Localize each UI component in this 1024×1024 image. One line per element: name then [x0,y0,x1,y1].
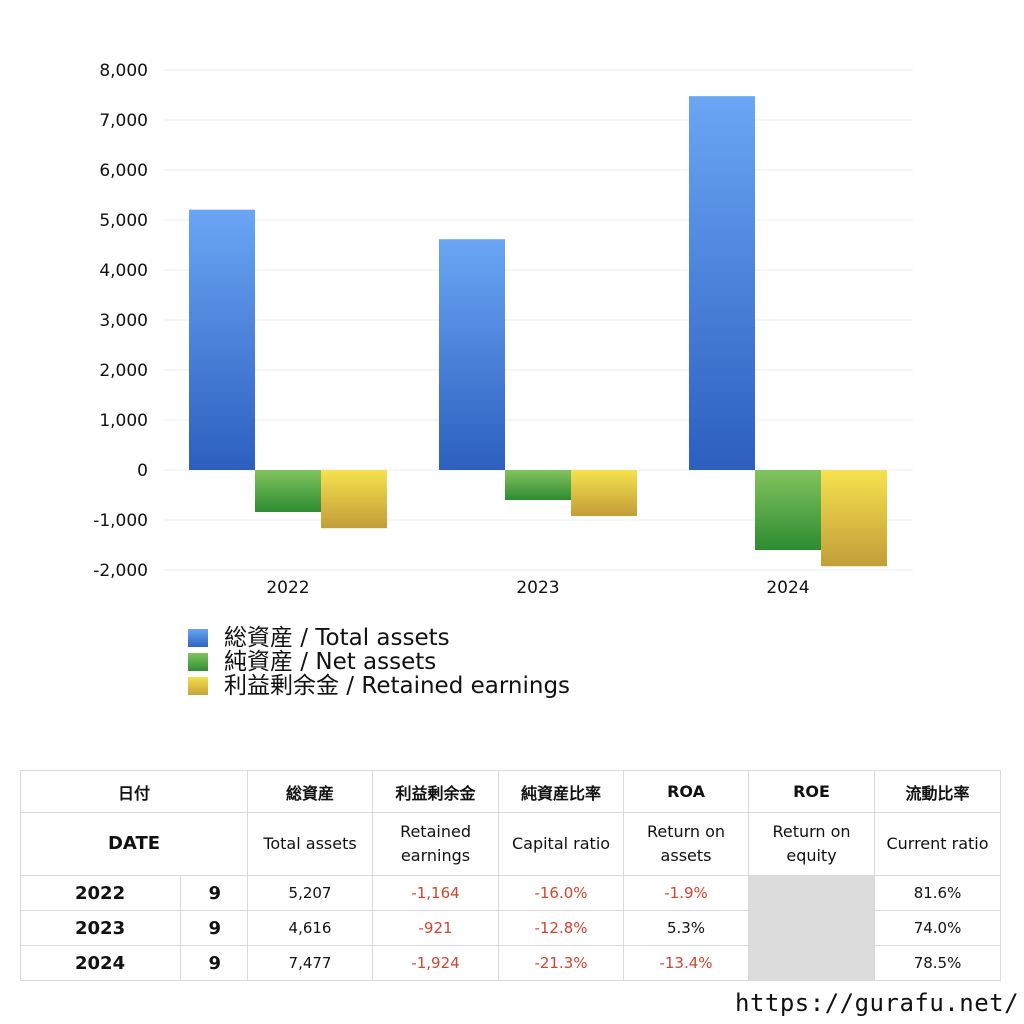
y-tick-label: -2,000 [93,561,148,581]
cell-current-ratio: 74.0% [874,910,1002,946]
x-axis-ticks: 2022 2023 2024 [266,578,809,598]
header-date-ja: 日付 [19,770,249,813]
bar-total-assets [189,209,255,470]
header-roe-en: Return on equity [748,812,876,876]
header-capital-ratio-en: Capital ratio [498,812,625,876]
cell-year: 2023 [20,910,181,946]
y-tick-label: 0 [137,461,148,481]
cell-year: 2024 [20,945,181,981]
header-retained-ja: 利益剰余金 [372,770,500,813]
legend-item-retained-earnings: 利益剰余金 / Retained earnings [188,674,570,698]
cell-roe [748,945,876,981]
bar-retained-earnings [321,470,387,529]
header-roa-en: Return on assets [623,812,750,876]
cell-capital-ratio: -16.0% [498,875,625,911]
table-header-ja: 日付 総資産 利益剰余金 純資産比率 ROA ROE 流動比率 [19,770,1002,813]
header-capital-ratio-ja: 純資産比率 [498,770,625,813]
y-tick-label: -1,000 [93,511,148,531]
bar-total-assets [689,96,755,471]
cell-total-assets: 7,477 [247,945,374,981]
header-current-ratio-en: Current ratio [874,812,1002,876]
cell-year: 2022 [20,875,181,911]
legend-item-net-assets: 純資産 / Net assets [188,650,570,674]
legend-label: 純資産 / Net assets [224,649,437,675]
financial-table: 日付 総資産 利益剰余金 純資産比率 ROA ROE 流動比率 DATE Tot… [19,770,1002,981]
bar-chart: 8,000 7,000 6,000 5,000 4,000 3,000 2,000 1,000… [93,61,913,598]
header-total-assets-en: Total assets [247,812,374,876]
y-axis-ticks: 8,000 7,000 6,000 5,000 4,000 3,000 2,000 1,000… [93,61,148,581]
header-roe-ja: ROE [748,770,876,813]
header-total-assets-ja: 総資産 [247,770,374,813]
y-tick-label: 7,000 [99,111,148,131]
bar-total-assets [439,239,505,470]
y-tick-label: 6,000 [99,161,148,181]
cell-total-assets: 4,616 [247,910,374,946]
legend-swatch-yellow [188,677,208,695]
cell-total-assets: 5,207 [247,875,374,911]
bar-retained-earnings [571,470,637,517]
header-roa-ja: ROA [623,770,750,813]
cell-capital-ratio: -21.3% [498,945,625,981]
x-tick-label: 2022 [266,578,309,598]
header-retained-en: Retained earnings [372,812,500,876]
legend-swatch-blue [188,629,208,647]
header-current-ratio-ja: 流動比率 [874,770,1002,813]
cell-roa: -1.9% [623,875,750,911]
table-row: 2022 9 5,207 -1,164 -16.0% -1.9% 81.6% [20,875,1002,911]
cell-retained: -1,924 [372,945,500,981]
legend-item-total-assets: 総資産 / Total assets [188,626,570,650]
header-date-en: DATE [19,812,249,876]
table-header-en: DATE Total assets Retained earnings Capit… [19,812,1002,876]
bar-retained-earnings [821,470,887,567]
x-tick-label: 2023 [516,578,559,598]
legend-label: 利益剰余金 / Retained earnings [224,673,571,699]
y-tick-label: 5,000 [99,211,148,231]
y-tick-label: 2,000 [99,361,148,381]
bar-net-assets [755,470,821,550]
table-row: 2023 9 4,616 -921 -12.8% 5.3% 74.0% [20,910,1002,946]
legend-label: 総資産 / Total assets [224,625,450,651]
y-tick-label: 3,000 [99,311,148,331]
cell-month: 9 [179,910,249,946]
y-tick-label: 1,000 [99,411,148,431]
cell-current-ratio: 78.5% [874,945,1002,981]
cell-current-ratio: 81.6% [874,875,1002,911]
y-tick-label: 4,000 [99,261,148,281]
legend: 総資産 / Total assets 純資産 / Net assets 利益剰余… [188,626,570,698]
cell-roe [748,875,876,911]
x-tick-label: 2024 [766,578,809,598]
cell-retained: -921 [372,910,500,946]
site-url[interactable]: https://gurafu.net/ [735,989,1020,1017]
cell-month: 9 [179,945,249,981]
y-tick-label: 8,000 [99,61,148,81]
cell-retained: -1,164 [372,875,500,911]
cell-roa: 5.3% [623,910,750,946]
cell-month: 9 [179,875,249,911]
table-row: 2024 9 7,477 -1,924 -21.3% -13.4% 78.5% [20,945,1002,981]
cell-capital-ratio: -12.8% [498,910,625,946]
bar-net-assets [505,470,571,500]
bar-net-assets [255,470,321,512]
cell-roa: -13.4% [623,945,750,981]
bars [189,96,887,567]
legend-swatch-green [188,653,208,671]
cell-roe [748,910,876,946]
